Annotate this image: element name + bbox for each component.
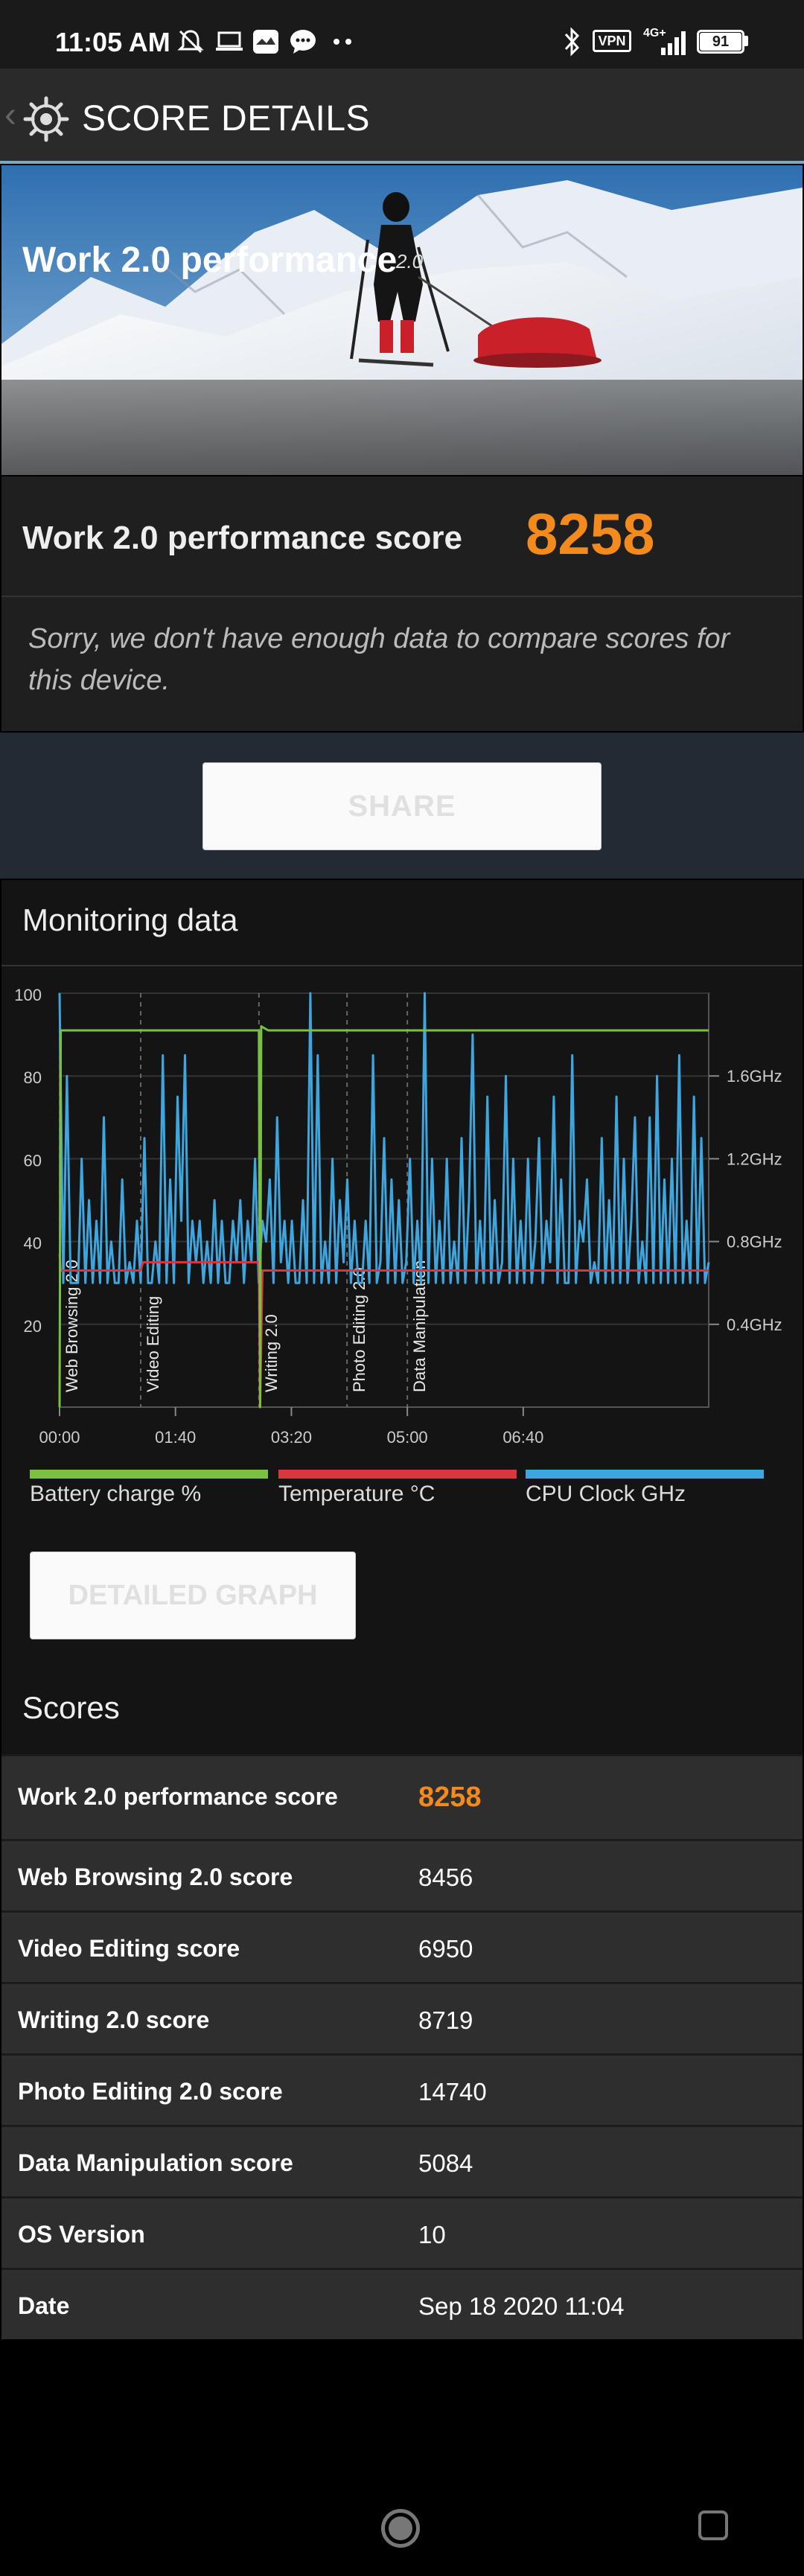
more-notifications-icon bbox=[334, 39, 351, 45]
row-value: Sep 18 2020 11:04 bbox=[418, 2292, 625, 2320]
x-tick-label: 01:40 bbox=[155, 1428, 196, 1444]
vpn-icon: VPN bbox=[593, 30, 631, 52]
table-row: Photo Editing 2.0 score 14740 bbox=[1, 2053, 803, 2125]
battery-icon bbox=[697, 30, 744, 54]
legend-label-battery: Battery charge % bbox=[30, 1482, 202, 1506]
x-tick-label: 05:00 bbox=[387, 1428, 428, 1444]
hero-banner bbox=[1, 165, 803, 475]
section-label: Video Editing bbox=[144, 1296, 162, 1392]
network-type: 4G+ bbox=[643, 27, 666, 39]
table-row: Web Browsing 2.0 score 8456 bbox=[1, 1839, 803, 1910]
table-row: Writing 2.0 score 8719 bbox=[1, 1982, 803, 2053]
row-value: 14740 bbox=[418, 2078, 487, 2105]
back-arrow-icon[interactable]: ‹ bbox=[4, 95, 16, 135]
row-value: 6950 bbox=[418, 1935, 473, 1963]
series-line bbox=[58, 1025, 709, 1409]
legend-label-cpu-clock: CPU Clock GHz bbox=[526, 1482, 686, 1506]
table-row: Date Sep 18 2020 11:04 bbox=[1, 2268, 803, 2339]
app-bar bbox=[0, 68, 804, 164]
row-label: Work 2.0 performance score bbox=[18, 1783, 338, 1810]
hero-title-band bbox=[1, 380, 803, 475]
bluetooth-icon bbox=[564, 27, 580, 57]
home-button-icon[interactable] bbox=[381, 2509, 420, 2548]
series-line bbox=[58, 992, 710, 1284]
row-label: Date bbox=[18, 2292, 70, 2319]
signal-icon bbox=[661, 31, 686, 55]
legend-swatch-cpu-clock bbox=[526, 1470, 764, 1479]
row-label: Photo Editing 2.0 score bbox=[18, 2078, 283, 2105]
y2-tick-label: 0.4GHz bbox=[727, 1316, 782, 1334]
share-button[interactable]: SHARE bbox=[202, 762, 602, 850]
score-label: Work 2.0 performance score bbox=[22, 520, 462, 556]
detailed-graph-button[interactable]: DETAILED GRAPH bbox=[30, 1552, 356, 1639]
row-value: 8456 bbox=[418, 1864, 473, 1891]
row-label: OS Version bbox=[18, 2221, 145, 2248]
row-value: 10 bbox=[418, 2221, 446, 2248]
comparison-note-panel bbox=[1, 597, 803, 731]
series-line bbox=[58, 1254, 709, 1409]
y-tick-label: 40 bbox=[24, 1234, 42, 1253]
y-tick-label: 100 bbox=[14, 986, 42, 1004]
row-label: Web Browsing 2.0 score bbox=[18, 1864, 293, 1890]
y-tick-label: 80 bbox=[24, 1068, 42, 1087]
row-value: 8258 bbox=[418, 1782, 482, 1813]
app-logo-icon[interactable] bbox=[22, 95, 70, 143]
legend-label-temperature: Temperature °C bbox=[278, 1482, 436, 1506]
monitoring-chart: 100 80 60 40 20 1.6GHz 1.2GHz 0.8GHz 0.4GHz 00:00… bbox=[14, 986, 782, 1444]
app-bar-underline bbox=[0, 161, 804, 164]
y2-tick-label: 1.6GHz bbox=[727, 1067, 782, 1085]
x-tick-label: 03:20 bbox=[271, 1428, 312, 1444]
recent-apps-icon[interactable] bbox=[698, 2510, 728, 2540]
score-panel bbox=[1, 476, 803, 596]
app-notification-icon bbox=[253, 30, 278, 54]
divider bbox=[1, 596, 803, 597]
row-value: 8719 bbox=[418, 2006, 473, 2034]
section-label: Writing 2.0 bbox=[262, 1314, 281, 1392]
table-row: Work 2.0 performance score 8258 bbox=[1, 1754, 803, 1839]
home-button-inner[interactable] bbox=[389, 2516, 412, 2540]
laptop-icon bbox=[216, 31, 243, 51]
mute-notifications-icon bbox=[177, 30, 204, 54]
status-time: 11:05 AM bbox=[55, 27, 170, 57]
scores-title: Scores bbox=[22, 1690, 120, 1725]
legend-swatch-temperature bbox=[278, 1470, 517, 1479]
table-row: OS Version 10 bbox=[1, 2196, 803, 2268]
y-tick-label: 60 bbox=[24, 1151, 42, 1170]
y-tick-label: 20 bbox=[24, 1317, 42, 1336]
y2-tick-label: 0.8GHz bbox=[727, 1233, 782, 1252]
chat-icon bbox=[290, 30, 316, 54]
status-bar bbox=[0, 0, 804, 68]
x-tick-label: 06:40 bbox=[502, 1428, 543, 1444]
row-value: 5084 bbox=[418, 2149, 473, 2177]
section-label: Photo Editing 2.0 bbox=[350, 1267, 368, 1392]
monitoring-title: Monitoring data bbox=[22, 902, 238, 937]
y2-tick-label: 1.2GHz bbox=[727, 1150, 782, 1168]
legend-swatch-battery bbox=[30, 1470, 268, 1479]
battery-level: 91 bbox=[700, 33, 741, 51]
score-value: 8258 bbox=[526, 501, 655, 567]
row-label: Video Editing score bbox=[18, 1935, 240, 1962]
comparison-note: Sorry, we don't have enough data to comp… bbox=[28, 623, 730, 696]
table-row: Video Editing score 6950 bbox=[1, 1910, 803, 1982]
x-tick-label: 00:00 bbox=[39, 1428, 80, 1444]
table-row: Data Manipulation score 5084 bbox=[1, 2125, 803, 2196]
row-label: Writing 2.0 score bbox=[18, 2006, 210, 2033]
hero-version: 2.0 bbox=[396, 250, 424, 272]
row-label: Data Manipulation score bbox=[18, 2149, 293, 2176]
hero-title: Work 2.0 performance bbox=[22, 240, 398, 280]
battery-tip bbox=[744, 36, 748, 46]
divider bbox=[1, 965, 803, 966]
page-title: SCORE DETAILS bbox=[82, 99, 371, 138]
